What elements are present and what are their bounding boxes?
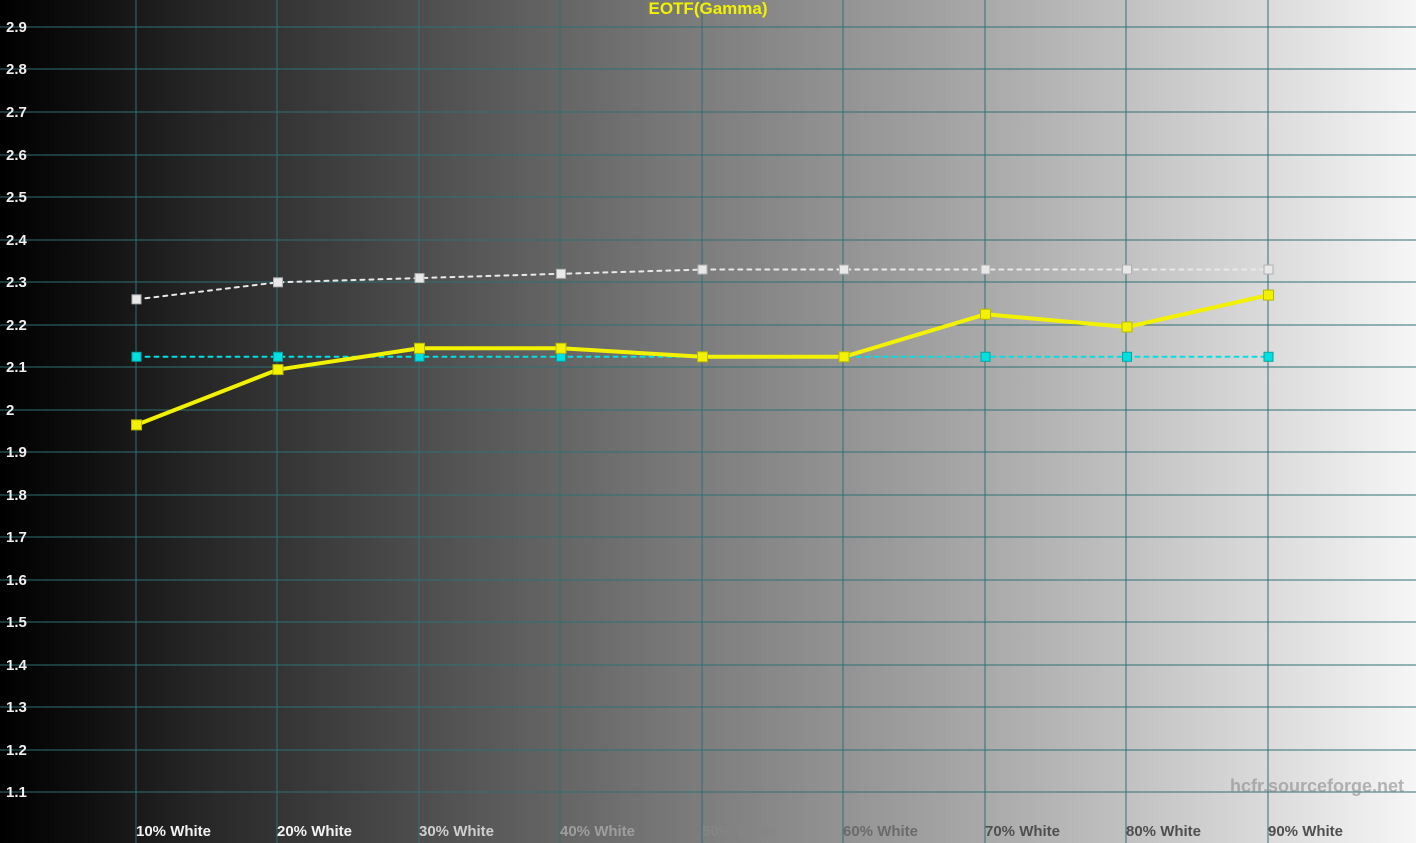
x-axis-label: 10% White bbox=[136, 823, 211, 840]
y-axis-label: 1.9 bbox=[6, 444, 27, 461]
y-axis-label: 2.4 bbox=[6, 232, 28, 249]
x-axis-label: 60% White bbox=[843, 823, 918, 840]
series-marker-target-cyan bbox=[132, 352, 141, 361]
eotf-gamma-chart: 2.9 2.8 2.7 2.6 2.5 2.4 2.3 2.2 2.1 2 1.9 1.8 1.7 1.6… bbox=[0, 0, 1416, 843]
series-marker-measured-yellow bbox=[698, 352, 708, 362]
x-axis-label: 80% White bbox=[1126, 823, 1201, 840]
y-axis-label: 2 bbox=[6, 402, 14, 419]
series-marker-measured-yellow bbox=[981, 309, 991, 319]
y-axis-label: 2.6 bbox=[6, 147, 27, 164]
series-marker-measured-yellow bbox=[839, 352, 849, 362]
x-axis-label: 30% White bbox=[419, 823, 494, 840]
x-axis-label: 40% White bbox=[560, 823, 635, 840]
y-axis-label: 2.3 bbox=[6, 274, 27, 291]
y-axis-label: 1.3 bbox=[6, 699, 27, 716]
x-axis-labels: 10% White 20% White 30% White 40% White 50% … bbox=[136, 823, 1343, 840]
chart-background bbox=[0, 0, 1416, 843]
series-marker-measured-yellow bbox=[273, 365, 283, 375]
series-marker-reference-white bbox=[557, 269, 566, 278]
y-axis-label: 1.6 bbox=[6, 572, 27, 589]
y-axis-label: 1.4 bbox=[6, 657, 28, 674]
series-marker-target-cyan bbox=[1264, 352, 1273, 361]
x-axis-label: 20% White bbox=[277, 823, 352, 840]
y-axis-label: 2.9 bbox=[6, 19, 27, 36]
series-marker-reference-white bbox=[415, 274, 424, 283]
y-axis-label: 1.5 bbox=[6, 614, 27, 631]
x-axis-label: 70% White bbox=[985, 823, 1060, 840]
y-axis-label: 2.1 bbox=[6, 359, 27, 376]
series-marker-target-cyan bbox=[981, 352, 990, 361]
series-marker-reference-white bbox=[132, 295, 141, 304]
y-axis-label: 1.2 bbox=[6, 742, 27, 759]
y-axis-label: 1.1 bbox=[6, 784, 27, 801]
series-marker-measured-yellow bbox=[556, 343, 566, 353]
chart-title: EOTF(Gamma) bbox=[648, 0, 767, 18]
x-axis-label: 90% White bbox=[1268, 823, 1343, 840]
watermark: hcfr.sourceforge.net bbox=[1230, 776, 1404, 796]
y-axis-label: 2.8 bbox=[6, 61, 27, 78]
series-marker-reference-white bbox=[981, 265, 990, 274]
x-axis-label: 50% White bbox=[702, 823, 777, 840]
series-marker-measured-yellow bbox=[1122, 322, 1132, 332]
series-marker-reference-white bbox=[1123, 265, 1132, 274]
series-marker-target-cyan bbox=[274, 352, 283, 361]
y-axis-label: 2.5 bbox=[6, 189, 27, 206]
y-axis-label: 1.8 bbox=[6, 487, 27, 504]
series-marker-measured-yellow bbox=[132, 420, 142, 430]
series-marker-reference-white bbox=[274, 278, 283, 287]
series-marker-measured-yellow bbox=[1264, 290, 1274, 300]
y-axis-label: 2.2 bbox=[6, 317, 27, 334]
series-marker-reference-white bbox=[698, 265, 707, 274]
series-marker-target-cyan bbox=[1123, 352, 1132, 361]
series-marker-measured-yellow bbox=[415, 343, 425, 353]
series-marker-reference-white bbox=[840, 265, 849, 274]
y-axis-label: 1.7 bbox=[6, 529, 27, 546]
y-axis-label: 2.7 bbox=[6, 104, 27, 121]
series-marker-reference-white bbox=[1264, 265, 1273, 274]
